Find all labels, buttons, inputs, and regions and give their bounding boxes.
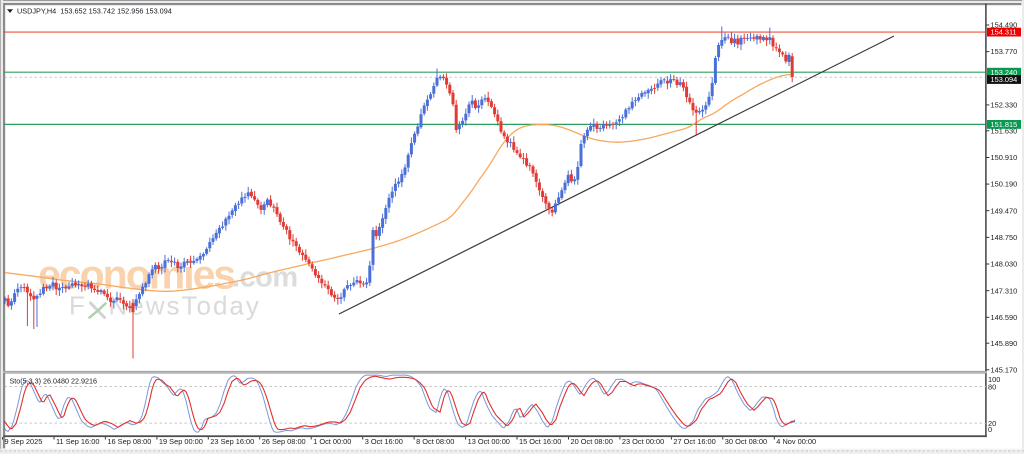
svg-text:154.311: 154.311 (991, 28, 1017, 37)
svg-text:26 Sep 08:00: 26 Sep 08:00 (262, 437, 306, 446)
svg-text:148.750: 148.750 (991, 233, 1018, 242)
svg-text:23 Oct 00:00: 23 Oct 00:00 (622, 437, 664, 446)
svg-text:20: 20 (988, 419, 996, 428)
svg-text:145.890: 145.890 (991, 339, 1018, 348)
svg-text:151.815: 151.815 (991, 120, 1018, 129)
svg-text:15 Oct 16:00: 15 Oct 16:00 (519, 437, 561, 446)
svg-text:153.094: 153.094 (991, 75, 1018, 84)
svg-text:147.310: 147.310 (991, 286, 1018, 295)
svg-text:154.490: 154.490 (991, 21, 1018, 30)
svg-text:146.590: 146.590 (991, 313, 1018, 322)
svg-text:153.770: 153.770 (991, 47, 1018, 56)
svg-text:Sto(5,3,3) 26.0480 22.9216: Sto(5,3,3) 26.0480 22.9216 (10, 377, 98, 386)
svg-text:23 Sep 16:00: 23 Sep 16:00 (210, 437, 254, 446)
svg-text:20 Oct 08:00: 20 Oct 08:00 (571, 437, 613, 446)
svg-text:9 Sep 2025: 9 Sep 2025 (5, 437, 43, 446)
svg-text:NewsToday: NewsToday (109, 291, 261, 321)
svg-text:27 Oct 16:00: 27 Oct 16:00 (673, 437, 715, 446)
svg-text:1 Oct 00:00: 1 Oct 00:00 (313, 437, 351, 446)
svg-text:80: 80 (988, 382, 996, 391)
svg-text:11 Sep 16:00: 11 Sep 16:00 (56, 437, 99, 446)
svg-text:.com: .com (232, 262, 298, 294)
svg-text:151.630: 151.630 (991, 126, 1018, 135)
svg-text:153.240: 153.240 (991, 68, 1018, 77)
svg-text:19 Sep 00:00: 19 Sep 00:00 (159, 437, 203, 446)
svg-text:149.470: 149.470 (991, 206, 1018, 215)
svg-text:USDJPY,H4 153.652 153.742 152: USDJPY,H4 153.652 153.742 152.956 153.09… (17, 7, 172, 16)
svg-text:145.170: 145.170 (991, 365, 1018, 374)
svg-text:150.190: 150.190 (991, 180, 1018, 189)
svg-text:100: 100 (988, 375, 1000, 384)
svg-text:30 Oct 08:00: 30 Oct 08:00 (725, 437, 767, 446)
svg-text:148.030: 148.030 (991, 260, 1018, 269)
svg-text:150.910: 150.910 (991, 153, 1018, 162)
svg-text:13 Oct 00:00: 13 Oct 00:00 (468, 437, 510, 446)
svg-text:economies: economies (38, 252, 235, 298)
svg-text:4 Nov 00:00: 4 Nov 00:00 (776, 437, 816, 446)
svg-text:F: F (69, 291, 87, 321)
svg-text:16 Sep 08:00: 16 Sep 08:00 (107, 437, 151, 446)
svg-text:3 Oct 16:00: 3 Oct 16:00 (365, 437, 403, 446)
svg-text:8 Oct 08:00: 8 Oct 08:00 (416, 437, 454, 446)
svg-text:0: 0 (988, 425, 992, 434)
svg-text:152.330: 152.330 (991, 101, 1018, 110)
